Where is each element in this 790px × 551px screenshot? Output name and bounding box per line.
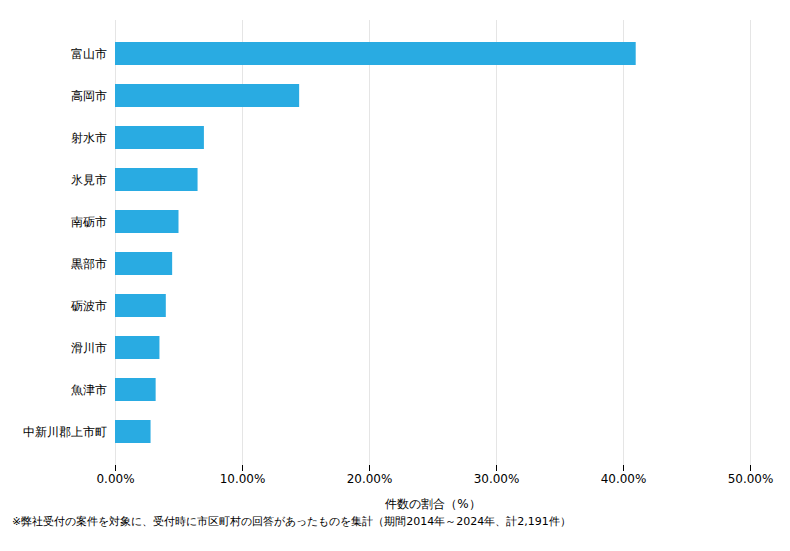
- html-text:※弊社受付の案件を対象に、受付時に市区町村の回答があったもの: ※弊社受付の案件を対象に、受付時に市区町村の回答があったものを集計（期間2014…: [12, 515, 571, 528]
- svg-text:富山市: 富山市: [71, 47, 107, 61]
- svg-text:10.00%: 10.00%: [220, 472, 266, 486]
- svg-text:砺波市: 砺波市: [70, 299, 107, 313]
- svg-text:50.00%: 50.00%: [728, 472, 774, 486]
- svg-text:南砺市: 南砺市: [71, 215, 107, 229]
- svg-text:20.00%: 20.00%: [347, 472, 393, 486]
- svg-text:滑川市: 滑川市: [71, 341, 107, 355]
- svg-text:件数の割合（%）: 件数の割合（%）: [385, 497, 480, 511]
- svg-text:黒部市: 黒部市: [71, 257, 107, 271]
- svg-text:中新川郡上市町: 中新川郡上市町: [23, 425, 107, 439]
- svg-text:射水市: 射水市: [71, 131, 107, 145]
- svg-text:高岡市: 高岡市: [71, 89, 107, 103]
- svg-text:魚津市: 魚津市: [71, 383, 107, 397]
- svg-text:氷見市: 氷見市: [71, 173, 107, 187]
- svg-text:40.00%: 40.00%: [601, 472, 647, 486]
- svg-text:0.00%: 0.00%: [96, 472, 134, 486]
- svg-text:30.00%: 30.00%: [474, 472, 520, 486]
